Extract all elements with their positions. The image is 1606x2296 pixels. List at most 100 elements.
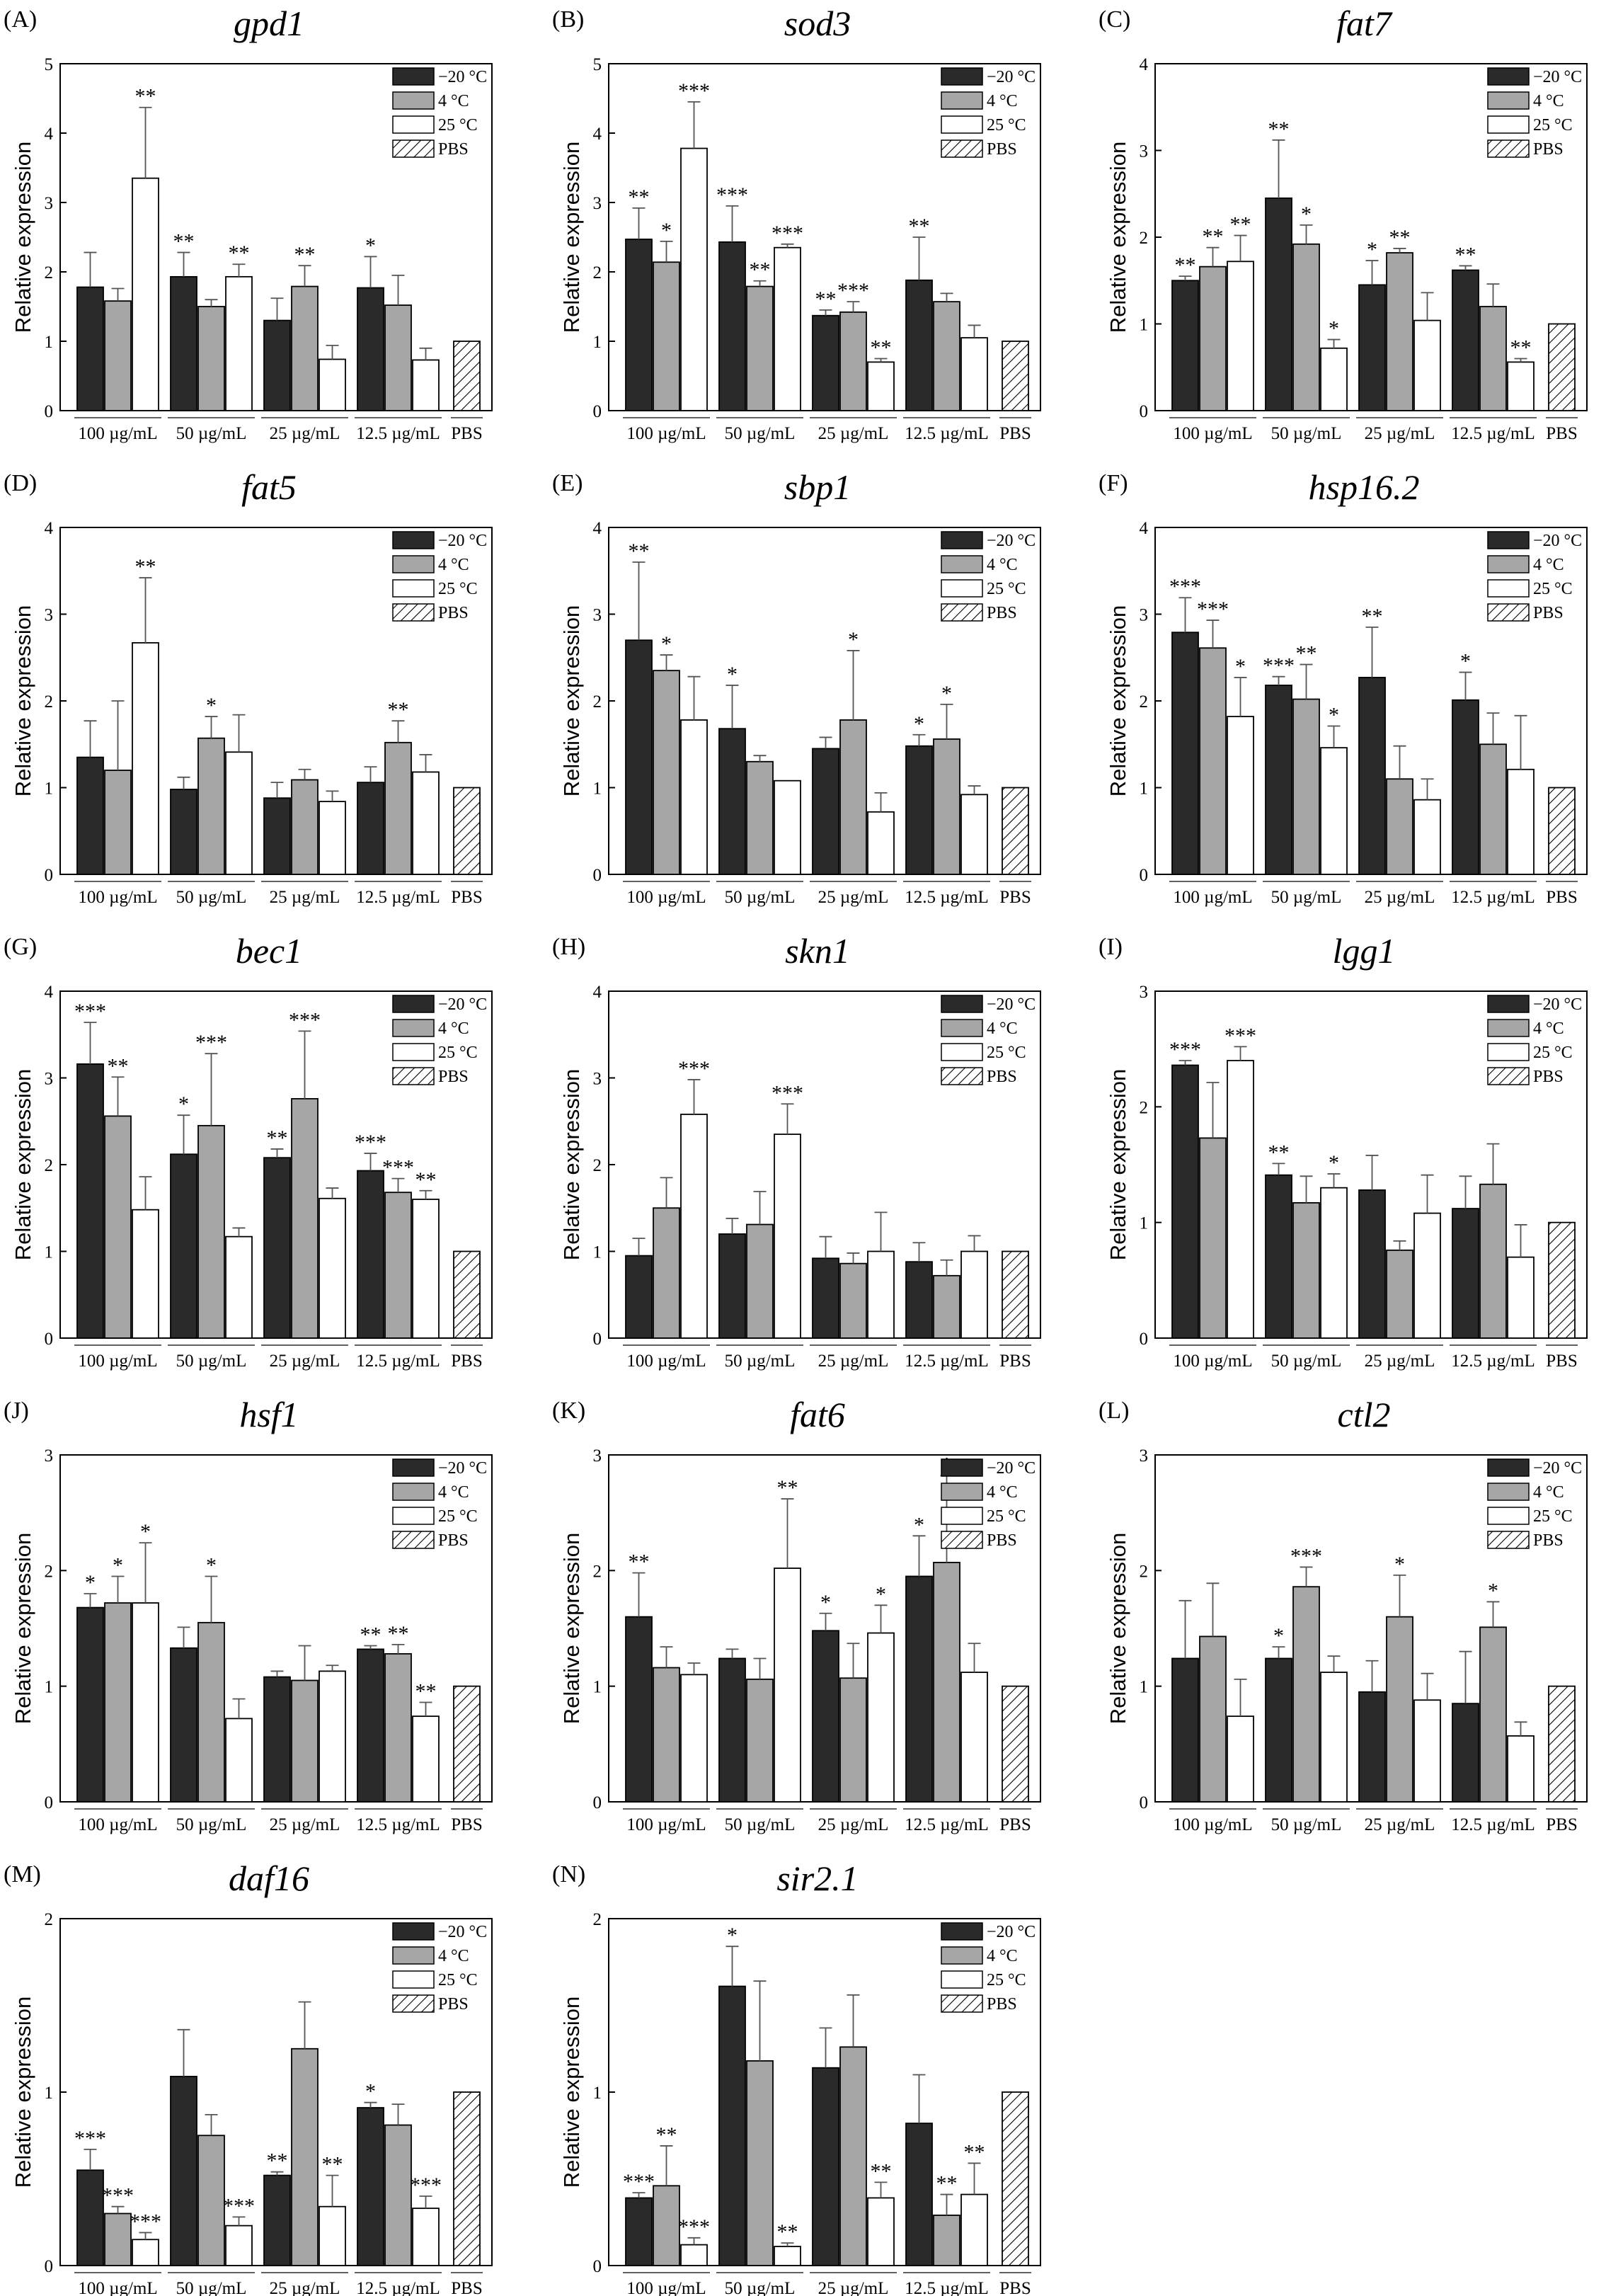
bar-2 xyxy=(1292,243,1320,411)
bar-3 xyxy=(1413,319,1441,411)
bar-3 xyxy=(132,1602,159,1803)
x-group-label: 12.5 µg/mL xyxy=(356,1815,440,1834)
x-group-label: 100 µg/mL xyxy=(78,424,157,443)
y-tick-label: 2 xyxy=(45,1562,54,1581)
bar-2 xyxy=(1386,1616,1413,1803)
bar-1 xyxy=(1452,1208,1479,1339)
significance-marker: * xyxy=(661,632,672,656)
bar-1 xyxy=(1265,197,1292,411)
bar-1 xyxy=(76,2169,104,2266)
significance-marker: ** xyxy=(267,1126,288,1150)
significance-marker: * xyxy=(365,2080,376,2103)
significance-marker: *** xyxy=(289,1008,321,1032)
y-tick-label: 3 xyxy=(45,1070,54,1089)
bar-1 xyxy=(263,797,291,875)
significance-marker: ** xyxy=(871,2159,892,2183)
bar-1 xyxy=(905,279,933,411)
legend-entry: −20 °C xyxy=(438,68,487,86)
bar-1 xyxy=(1358,1691,1386,1803)
y-axis-label: Relative expression xyxy=(1106,605,1130,797)
legend-swatch xyxy=(1487,603,1530,622)
legend-swatch xyxy=(1487,1531,1530,1549)
chart-title: gpd1 xyxy=(234,4,304,43)
bar-1 xyxy=(1171,1064,1199,1339)
bar-3 xyxy=(412,771,440,875)
significance-marker: ** xyxy=(135,85,156,108)
legend-swatch xyxy=(941,115,983,134)
bar-1 xyxy=(1171,280,1199,411)
legend-swatch xyxy=(941,1458,983,1477)
bar-1 xyxy=(357,287,384,411)
significance-marker: *** xyxy=(1224,1024,1256,1047)
legend-swatch xyxy=(941,1043,983,1061)
significance-marker: ** xyxy=(777,1476,798,1500)
bar-2 xyxy=(1199,647,1227,875)
significance-marker: * xyxy=(914,1513,924,1536)
control-bar xyxy=(453,341,481,411)
significance-marker: * xyxy=(85,1571,96,1594)
legend-entry: −20 °C xyxy=(1533,1459,1582,1478)
x-group-label: 25 µg/mL xyxy=(818,888,889,907)
significance-marker: *** xyxy=(772,222,803,245)
bar-1 xyxy=(170,2076,197,2266)
y-tick-label: 3 xyxy=(45,194,54,213)
y-tick-label: 3 xyxy=(1140,983,1149,1002)
bar-3 xyxy=(412,1715,440,1803)
chart-title: fat5 xyxy=(241,467,297,507)
legend-swatch xyxy=(1487,1458,1530,1477)
chart-title: fat7 xyxy=(1336,4,1393,43)
legend-swatch xyxy=(941,1531,983,1549)
control-bar xyxy=(1002,1250,1029,1339)
bar-2 xyxy=(384,1653,412,1803)
x-group-label: 50 µg/mL xyxy=(176,2279,247,2296)
x-group-label: 100 µg/mL xyxy=(626,888,706,907)
legend-swatch xyxy=(1487,115,1530,134)
bar-3 xyxy=(1413,799,1441,875)
bar-3 xyxy=(1507,1256,1535,1339)
bar-2 xyxy=(933,1561,960,1803)
y-tick-label: 1 xyxy=(1140,1214,1149,1233)
bar-3 xyxy=(960,794,988,875)
x-group-label: 25 µg/mL xyxy=(818,424,889,443)
bar-2 xyxy=(1292,698,1320,875)
bar-1 xyxy=(1358,677,1386,875)
bar-2 xyxy=(653,1667,680,1803)
legend-entry: 4 °C xyxy=(987,556,1018,574)
panel-label: (L) xyxy=(1099,1398,1129,1424)
bar-1 xyxy=(718,1657,746,1803)
y-axis-label: Relative expression xyxy=(11,1069,35,1261)
panel-label: (M) xyxy=(4,1861,41,1887)
bar-3 xyxy=(132,177,159,411)
significance-marker: ** xyxy=(629,1550,650,1574)
bar-3 xyxy=(1413,1699,1441,1803)
legend-entry: 4 °C xyxy=(438,1483,469,1502)
legend-swatch xyxy=(392,91,435,110)
bar-2 xyxy=(197,1621,225,1803)
bar-1 xyxy=(263,1157,291,1339)
bar-1 xyxy=(263,1676,291,1803)
panel-label: (J) xyxy=(4,1398,29,1424)
legend-swatch xyxy=(392,555,435,573)
y-tick-label: 0 xyxy=(45,2257,54,2276)
bar-1 xyxy=(812,1630,839,1803)
y-tick-label: 4 xyxy=(593,125,602,144)
legend-entry: −20 °C xyxy=(438,995,487,1014)
legend-entry: 25 °C xyxy=(438,1044,478,1062)
significance-marker: *** xyxy=(1197,598,1229,621)
y-tick-label: 0 xyxy=(1140,1330,1149,1349)
y-tick-label: 0 xyxy=(1140,402,1149,421)
significance-marker: *** xyxy=(716,183,748,207)
y-tick-label: 4 xyxy=(45,983,54,1002)
bar-3 xyxy=(225,275,253,411)
bar-3 xyxy=(774,246,801,411)
bar-2 xyxy=(746,760,774,875)
bar-1 xyxy=(1452,269,1479,411)
panel-label: (H) xyxy=(552,934,585,960)
bar-2 xyxy=(1199,1635,1227,1803)
y-axis-label: Relative expression xyxy=(559,142,584,333)
legend-entry: PBS xyxy=(987,604,1017,622)
legend-entry: PBS xyxy=(1533,604,1564,622)
legend-swatch xyxy=(392,579,435,598)
